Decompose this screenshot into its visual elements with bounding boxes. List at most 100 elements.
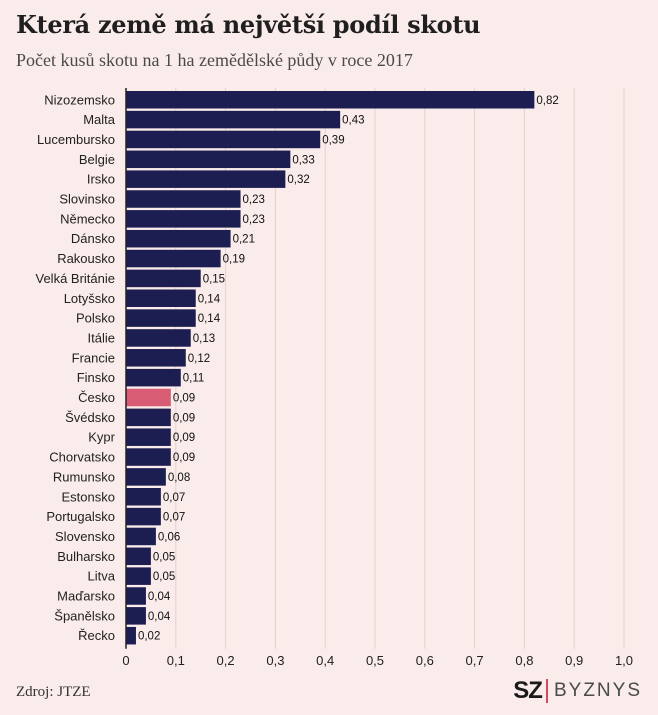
- value-label: 0,05: [153, 571, 175, 583]
- category-label: Estonsko: [62, 489, 115, 504]
- value-label: 0,07: [163, 492, 185, 504]
- value-label: 0,09: [173, 393, 195, 405]
- category-label: Francie: [72, 350, 115, 365]
- value-label: 0,14: [198, 293, 221, 305]
- category-label: Belgie: [79, 152, 115, 167]
- category-label: Litva: [88, 569, 116, 584]
- bar: [126, 408, 171, 427]
- brand-short: SZ: [513, 677, 543, 704]
- x-tick-label: 0,1: [167, 653, 185, 668]
- bar: [126, 368, 181, 387]
- value-label: 0,21: [233, 234, 255, 246]
- bar: [126, 249, 221, 268]
- bar: [126, 91, 535, 109]
- category-label: Švédsko: [65, 410, 115, 425]
- category-label: Chorvatsko: [49, 450, 115, 465]
- bar: [126, 289, 196, 307]
- bar: [126, 507, 161, 526]
- x-tick-label: 0,7: [466, 653, 484, 668]
- bar: [126, 329, 191, 347]
- category-label: Španělsko: [54, 608, 115, 623]
- category-label: Polsko: [76, 311, 115, 326]
- category-label: Irsko: [87, 172, 115, 187]
- x-tick-label: 0,8: [515, 653, 533, 668]
- bar: [126, 488, 161, 506]
- category-label: Finsko: [77, 370, 115, 385]
- value-label: 0,32: [287, 174, 309, 186]
- bar: [126, 229, 231, 248]
- category-label: Itálie: [88, 330, 115, 345]
- category-label: Rumunsko: [53, 469, 115, 484]
- bar: [126, 468, 166, 486]
- bar: [126, 150, 291, 169]
- bar: [126, 269, 201, 288]
- x-tick-label: 0,4: [316, 653, 334, 668]
- x-tick-label: 0,3: [266, 653, 284, 668]
- value-label: 0,04: [148, 611, 171, 623]
- value-label: 0,19: [223, 254, 245, 266]
- category-label: Maďarsko: [57, 589, 115, 604]
- x-tick-label: 1,0: [615, 653, 633, 668]
- bar: [126, 388, 171, 407]
- value-label: 0,82: [536, 95, 558, 107]
- value-label: 0,23: [243, 194, 265, 206]
- category-label: Lotyšsko: [64, 291, 115, 306]
- value-label: 0,02: [138, 631, 160, 643]
- source-note: Zdroj: JTZE: [16, 684, 91, 700]
- category-label: Nizozemsko: [44, 92, 115, 107]
- bar: [126, 170, 286, 188]
- value-label: 0,11: [183, 373, 205, 385]
- x-tick-label: 0,9: [565, 653, 583, 668]
- category-label: Kypr: [88, 430, 115, 445]
- value-label: 0,43: [342, 115, 364, 127]
- category-label: Lucembursko: [37, 132, 115, 147]
- value-label: 0,33: [292, 154, 314, 166]
- category-label: Německo: [60, 211, 115, 226]
- value-label: 0,09: [173, 432, 195, 444]
- category-label: Malta: [83, 112, 116, 127]
- brand-name: BYZNYS: [553, 680, 642, 701]
- category-label: Slovinsko: [59, 192, 115, 207]
- value-label: 0,07: [163, 512, 185, 524]
- value-label: 0,08: [168, 472, 190, 484]
- bar: [126, 428, 171, 446]
- bar: [126, 210, 241, 228]
- value-label: 0,04: [148, 591, 171, 603]
- category-label: Bulharsko: [57, 549, 115, 564]
- brand-logo: SZ BYZNYS: [513, 676, 642, 706]
- category-label: Rakousko: [57, 251, 115, 266]
- value-label: 0,15: [203, 273, 225, 285]
- category-label: Slovensko: [55, 529, 115, 544]
- bar: [126, 130, 321, 149]
- chart-subtitle: Počet kusů skotu na 1 ha zemědělské půdy…: [16, 50, 413, 70]
- bar-chart: Nizozemsko 0,82 Malta 0,43 Lucembursko 0,39 Be…: [36, 88, 633, 668]
- bar: [126, 309, 196, 327]
- value-label: 0,39: [322, 134, 344, 146]
- x-tick-label: 0,6: [416, 653, 434, 668]
- value-label: 0,06: [158, 531, 180, 543]
- bar: [126, 626, 136, 645]
- value-label: 0,09: [173, 452, 195, 464]
- value-label: 0,14: [198, 313, 221, 325]
- brand-divider: [545, 679, 548, 703]
- value-label: 0,23: [243, 214, 265, 226]
- chart-title: Která země má největší podíl skotu: [16, 10, 481, 39]
- category-label: Portugalsko: [46, 509, 115, 524]
- x-tick-label: 0,5: [366, 653, 384, 668]
- bar: [126, 190, 241, 208]
- bar: [126, 110, 341, 129]
- category-label: Velká Británie: [36, 271, 116, 286]
- category-label: Dánsko: [71, 231, 115, 246]
- value-label: 0,09: [173, 412, 195, 424]
- bar: [126, 349, 186, 367]
- category-label: Řecko: [78, 628, 115, 643]
- bar: [126, 527, 156, 546]
- bar: [126, 448, 171, 466]
- value-label: 0,05: [153, 551, 175, 563]
- bar: [126, 547, 151, 566]
- value-label: 0,13: [193, 333, 215, 345]
- bar: [126, 607, 146, 625]
- x-tick-label: 0: [122, 653, 129, 668]
- value-label: 0,12: [188, 353, 210, 365]
- bar: [126, 587, 146, 605]
